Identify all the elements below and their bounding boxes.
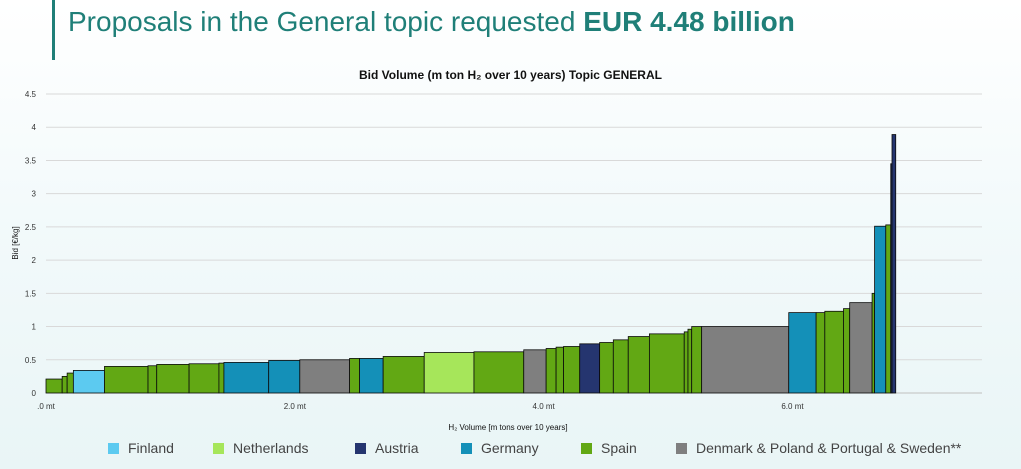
y-tick-label: 2	[32, 256, 37, 265]
bar	[423, 352, 475, 394]
bar	[268, 360, 301, 394]
title-accent-bar	[52, 0, 55, 60]
y-tick-label: 3.5	[25, 156, 37, 165]
legend-label: Netherlands	[233, 440, 309, 456]
legend-swatch	[108, 442, 119, 454]
bar	[563, 346, 581, 394]
bar	[223, 362, 270, 394]
bar	[687, 328, 693, 394]
bar	[188, 363, 220, 394]
bar	[147, 365, 158, 394]
legend-label: Spain	[601, 440, 637, 456]
legend-swatch	[581, 442, 592, 454]
bar	[579, 343, 601, 394]
bar	[72, 370, 105, 394]
x-tick-label: 2.0 mt	[284, 402, 307, 411]
legend-item: Spain	[581, 438, 637, 458]
bar	[874, 225, 887, 394]
bar	[104, 366, 149, 394]
bar	[218, 362, 225, 394]
legend-label: Germany	[481, 440, 539, 456]
y-tick-label: 2.5	[25, 223, 37, 232]
bar	[824, 310, 844, 394]
x-tick-label: 6.0 mt	[781, 402, 804, 411]
chart-legend: Finland Netherlands Austria Germany Spain Den…	[0, 438, 1021, 460]
y-tick-label: 4.5	[25, 90, 37, 99]
bar	[599, 342, 614, 394]
legend-item: Finland	[108, 438, 174, 458]
page-title: Proposals in the General topic requested…	[68, 6, 795, 38]
x-axis-label: H₂ Volume [m tons over 10 years]	[448, 423, 567, 432]
bar	[788, 312, 817, 394]
x-tick-label: 4.0 mt	[533, 402, 556, 411]
bar	[523, 349, 547, 394]
legend-label: Finland	[128, 440, 174, 456]
y-tick-label: 1.5	[25, 289, 37, 298]
legend-item: Germany	[461, 438, 539, 458]
legend-swatch	[461, 442, 472, 454]
bar	[691, 326, 703, 394]
y-tick-label: 4	[32, 123, 37, 132]
bar	[627, 336, 650, 394]
chart-title: Bid Volume (m ton H₂ over 10 years) Topi…	[359, 68, 662, 82]
bar	[61, 375, 68, 394]
bar	[473, 351, 525, 394]
bar	[849, 302, 873, 394]
legend-swatch	[676, 442, 687, 454]
bar	[815, 312, 826, 394]
bar	[45, 378, 63, 394]
bar	[555, 346, 564, 394]
bar	[299, 359, 350, 394]
y-tick-label: 0	[32, 389, 37, 398]
bar	[382, 356, 425, 394]
page-title-amount: EUR 4.48 billion	[583, 6, 795, 37]
y-axis-label: Bid [€/kg]	[11, 226, 20, 259]
bar	[683, 331, 689, 394]
legend-item: Denmark & Poland & Portugal & Sweden**	[676, 438, 961, 458]
page-title-text: Proposals in the General topic requested	[68, 6, 584, 37]
bar	[156, 364, 190, 394]
bar	[843, 308, 851, 394]
bar	[885, 224, 892, 394]
bar	[612, 339, 629, 394]
bar	[359, 358, 384, 394]
bar	[648, 333, 685, 394]
y-tick-label: 3	[32, 190, 37, 199]
y-tick-label: 0.5	[25, 356, 37, 365]
bar	[701, 326, 790, 394]
legend-label: Denmark & Poland & Portugal & Sweden**	[696, 440, 962, 456]
y-tick-label: 1	[32, 323, 37, 332]
legend-swatch	[355, 442, 366, 454]
bar	[66, 372, 74, 394]
bar	[349, 358, 360, 394]
legend-item: Austria	[355, 438, 419, 458]
bar	[891, 134, 897, 394]
legend-label: Austria	[375, 440, 419, 456]
bar	[545, 348, 557, 394]
x-tick-label: .0 mt	[37, 402, 56, 411]
legend-swatch	[213, 442, 224, 454]
legend-item: Netherlands	[213, 438, 309, 458]
